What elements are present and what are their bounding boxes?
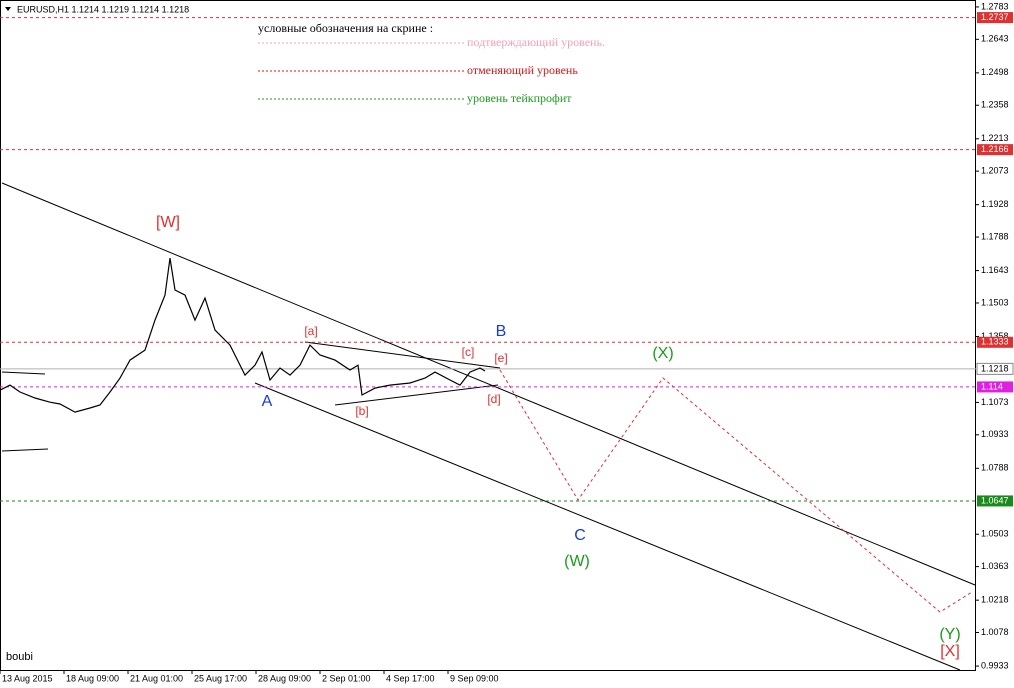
wave-label: [b] <box>355 404 368 418</box>
legend-title: условные обозначения на скрине : <box>258 21 433 35</box>
x-tick-label: 18 Aug 09:00 <box>66 673 119 683</box>
level-label: 1.2737 <box>981 12 1009 22</box>
wave-label: [X] <box>940 643 960 660</box>
level-label-bg <box>977 381 1013 393</box>
wave-label: B <box>496 323 507 340</box>
wave-label: [W] <box>156 214 180 231</box>
wave-label: (X) <box>652 345 673 362</box>
x-tick-label: 9 Sep 09:00 <box>450 673 499 683</box>
y-tick-label: 1.2643 <box>981 34 1009 44</box>
current-price-bg <box>976 362 1014 375</box>
wave-label: [d] <box>487 392 500 406</box>
level-label-bg <box>977 144 1013 156</box>
plot-frame <box>0 0 976 671</box>
triangle-upper <box>304 341 501 369</box>
y-tick-label: 0.9933 <box>981 660 1009 670</box>
x-tick-label: 21 Aug 01:00 <box>130 673 183 683</box>
x-tick-label: 28 Aug 09:00 <box>258 673 311 683</box>
wave-label: A <box>262 393 273 410</box>
legend-note: подтверждающий уровень. <box>467 35 605 49</box>
x-tick-label: 2 Sep 01:00 <box>322 673 371 683</box>
wave-label: [c] <box>462 345 475 359</box>
y-tick-label: 1.2073 <box>981 166 1009 176</box>
y-tick-label: 1.0363 <box>981 561 1009 571</box>
current-price-label: 1.1218 <box>981 363 1009 373</box>
y-tick-label: 1.2783 <box>981 1 1009 11</box>
trendline <box>1 371 46 375</box>
trendline <box>1 448 49 452</box>
y-tick-label: 1.1643 <box>981 265 1009 275</box>
y-tick-label: 1.0503 <box>981 529 1009 539</box>
legend-note: отменяющий уровень <box>467 63 578 77</box>
level-label-bg <box>977 12 1013 24</box>
y-tick-label: 1.1788 <box>981 231 1009 241</box>
menu-arrow <box>5 7 11 11</box>
wave-label: (Y) <box>939 626 960 643</box>
x-tick-label: 13 Aug 2015 <box>2 673 53 683</box>
y-tick-label: 1.1358 <box>981 331 1009 341</box>
level-label-bg <box>977 495 1013 507</box>
y-tick-label: 1.2213 <box>981 133 1009 143</box>
y-tick-label: 1.0788 <box>981 463 1009 473</box>
triangle-lower <box>334 384 499 406</box>
wave-label: C <box>574 527 586 544</box>
level-label: 1.114 <box>981 381 1003 391</box>
y-tick-label: 1.1503 <box>981 297 1009 307</box>
legend-note: уровень тейкпрофит <box>467 91 572 105</box>
price-line <box>0 258 486 413</box>
drawings <box>1 42 976 671</box>
projection-path <box>499 369 973 613</box>
wave-label: [a] <box>304 324 317 338</box>
x-tick-label: 4 Sep 17:00 <box>386 673 435 683</box>
y-tick-label: 1.1928 <box>981 199 1009 209</box>
level-label: 1.0647 <box>981 495 1009 505</box>
wave-label: (W) <box>564 553 590 570</box>
x-tick-label: 25 Aug 17:00 <box>194 673 247 683</box>
level-label: 1.1333 <box>981 337 1009 347</box>
y-tick-label: 1.2358 <box>981 100 1009 110</box>
y-tick-label: 1.0078 <box>981 627 1009 637</box>
y-tick-label: 1.0218 <box>981 595 1009 605</box>
channel-upper <box>1 182 976 586</box>
author: boubi <box>6 651 33 663</box>
level-label: 1.2166 <box>981 144 1009 154</box>
y-tick-label: 1.0933 <box>981 429 1009 439</box>
channel-lower <box>254 382 961 671</box>
y-tick-label: 1.1073 <box>981 397 1009 407</box>
wave-label: [e] <box>494 351 507 365</box>
level-label-bg <box>977 336 1013 348</box>
y-tick-label: 1.2498 <box>981 67 1009 77</box>
chart-title: EURUSD,H1 1.1214 1.1219 1.1214 1.1218 <box>17 4 189 14</box>
